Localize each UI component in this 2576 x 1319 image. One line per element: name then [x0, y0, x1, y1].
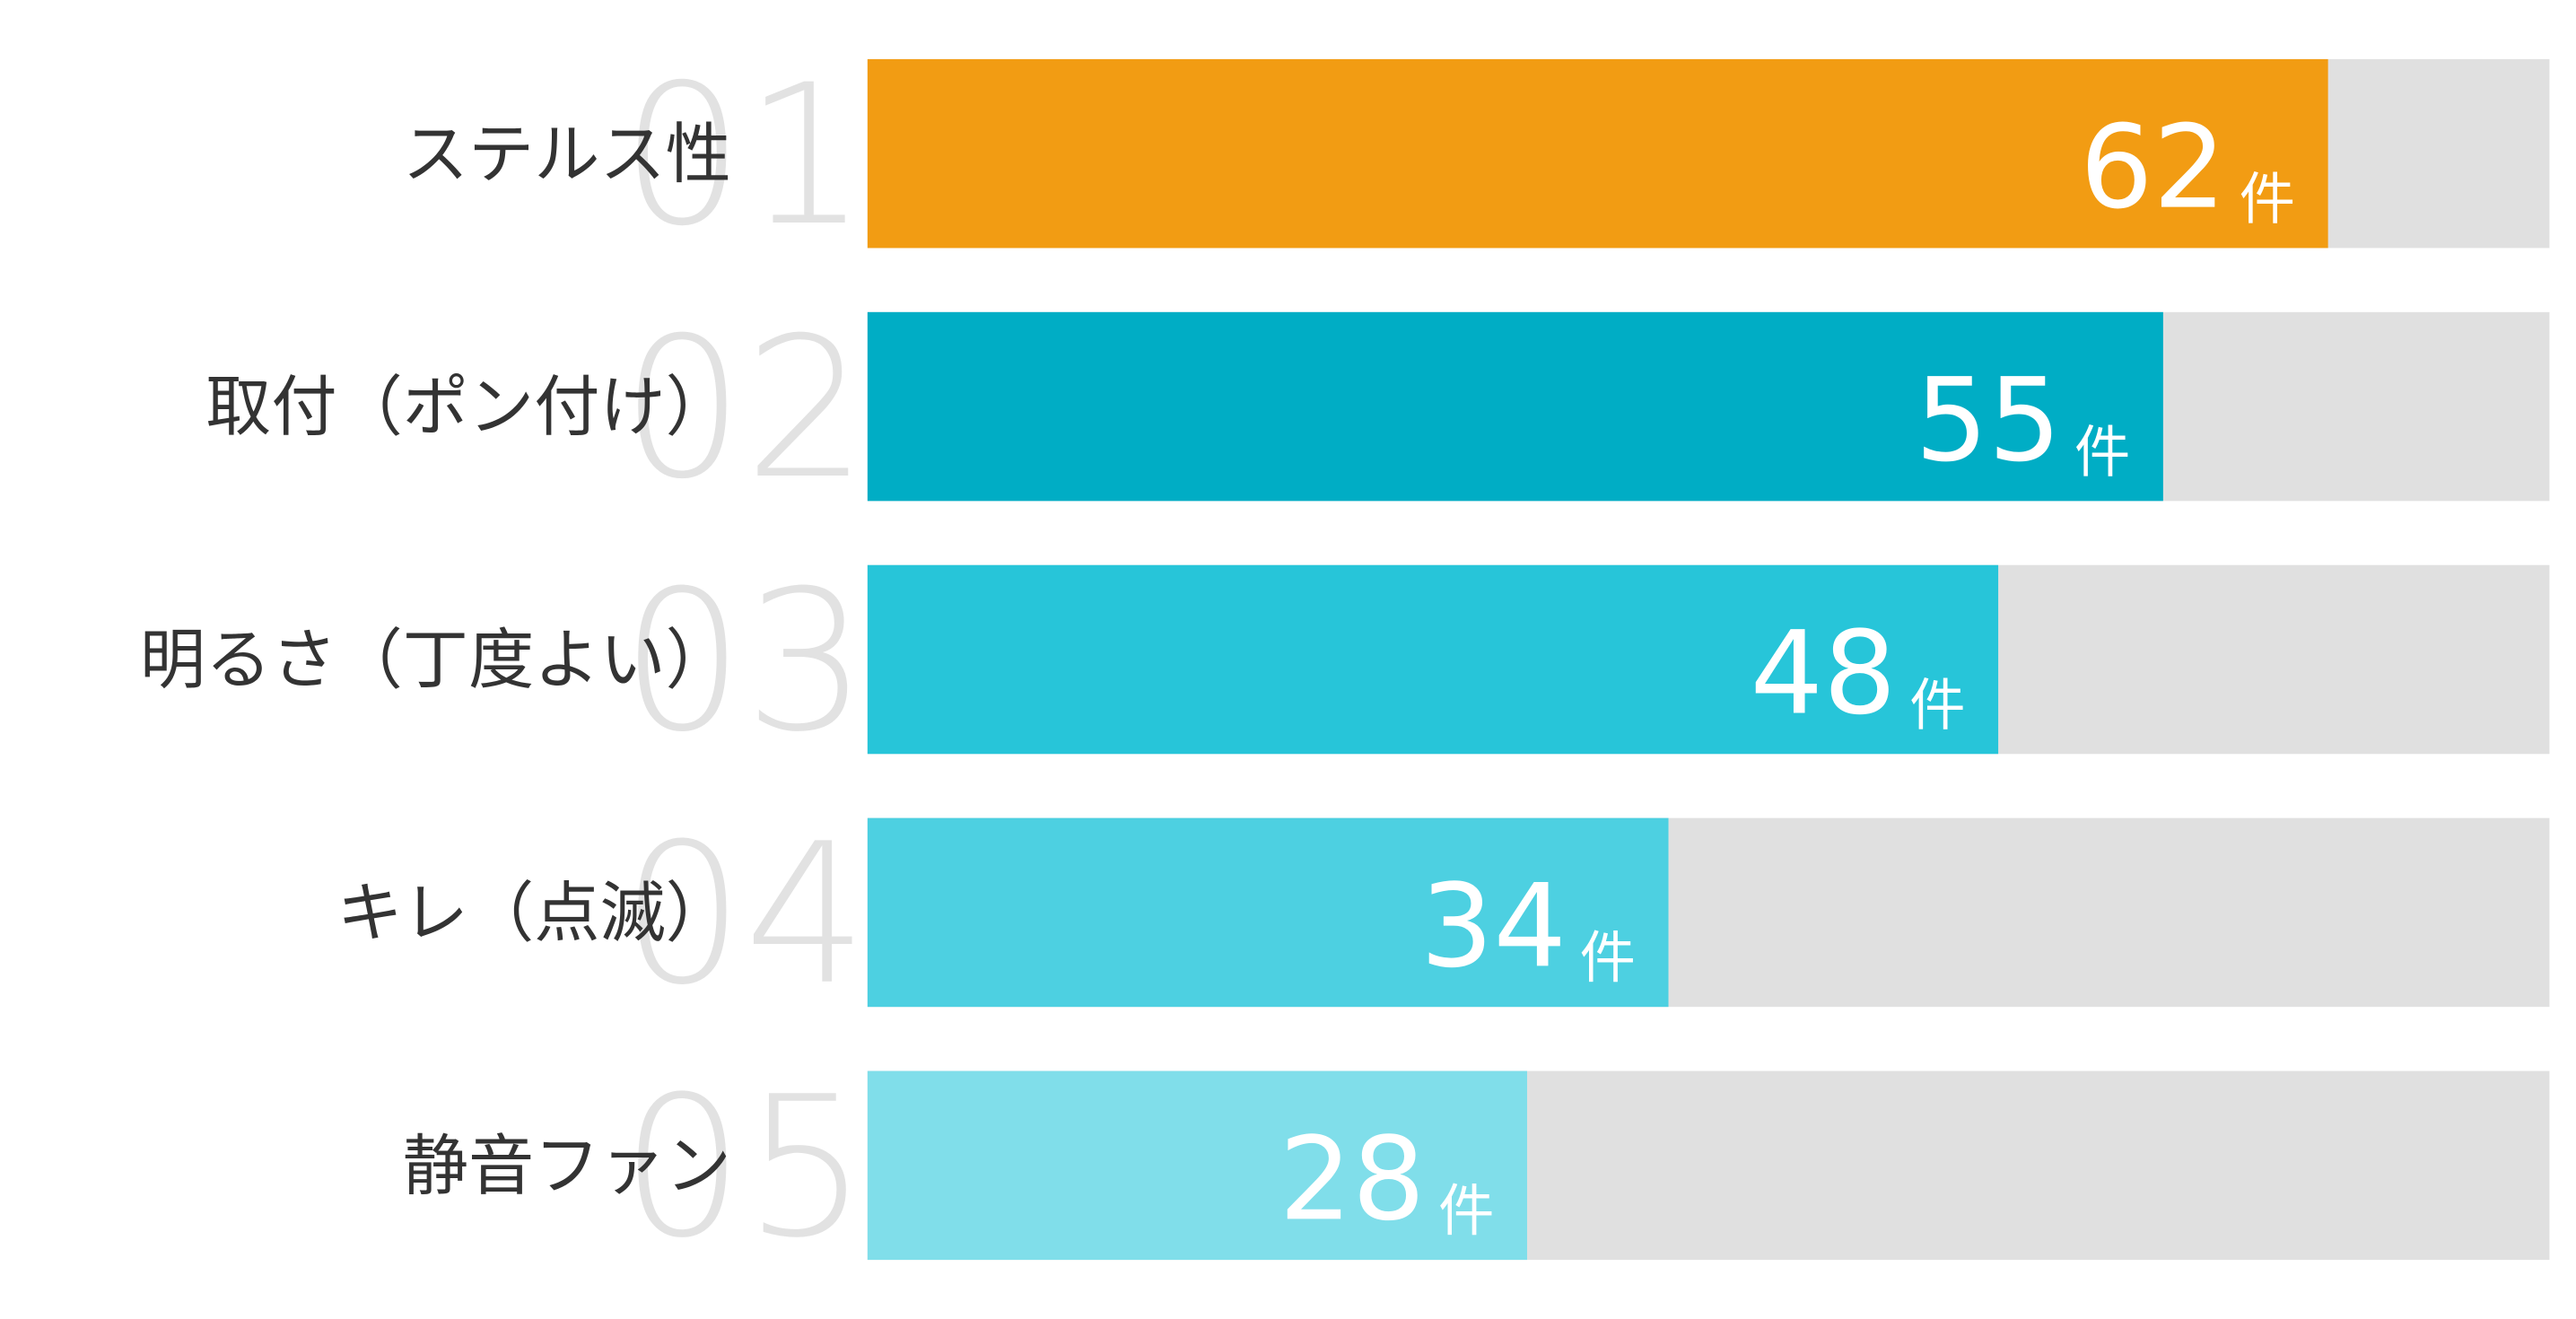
bar: [867, 58, 2328, 249]
value-unit: 件: [2074, 419, 2130, 485]
category-label: ステルス性: [403, 117, 731, 193]
rank-number: 03: [621, 548, 868, 774]
bar: [867, 564, 1999, 755]
value-unit: 件: [1580, 925, 1636, 991]
value-unit: 件: [2240, 166, 2295, 231]
bar: [867, 311, 2163, 502]
value-label: 62: [2080, 101, 2226, 235]
rank-number: 05: [621, 1054, 868, 1280]
category-label: 静音ファン: [403, 1128, 731, 1204]
bar: [867, 817, 1669, 1008]
category-label: 取付（ポン付け）: [205, 370, 731, 446]
value-label: 48: [1751, 607, 1897, 740]
rank-number: 02: [621, 295, 868, 521]
rank-number: 01: [621, 42, 868, 268]
value-label: 34: [1420, 860, 1567, 993]
category-label: キレ（点滅）: [337, 876, 731, 952]
value-label: 28: [1279, 1113, 1425, 1246]
bar: [867, 1070, 1527, 1261]
value-unit: 件: [1909, 672, 1965, 738]
value-label: 55: [1915, 354, 2061, 488]
rank-number: 04: [621, 801, 868, 1027]
category-label: 明るさ（丁度よい）: [140, 623, 731, 699]
value-unit: 件: [1438, 1178, 1494, 1244]
